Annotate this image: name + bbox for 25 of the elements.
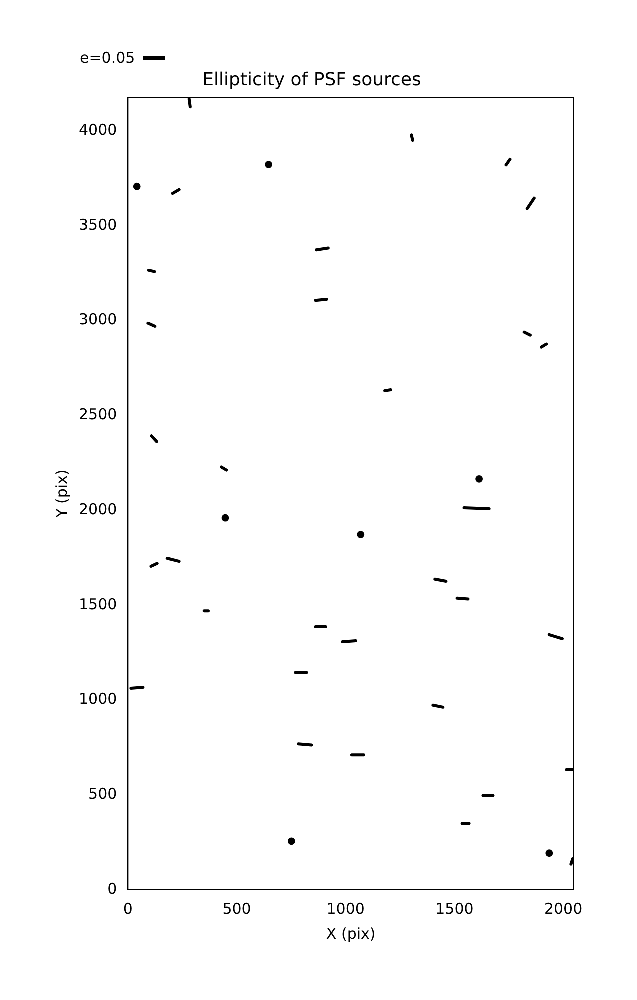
y-tick-label: 3500	[78, 216, 118, 234]
text: e=0.05	[80, 49, 136, 67]
y-tick-label: 500	[88, 785, 118, 804]
x-tick-label: 500	[222, 900, 252, 918]
y-axis-title: Y (pix)	[52, 470, 71, 519]
point	[265, 161, 272, 168]
y-tick-label: 1000	[78, 690, 118, 708]
x-tick-label: 0	[123, 900, 133, 918]
y-tick-label: 0	[108, 880, 118, 898]
point	[357, 531, 365, 538]
x-tick-label: 1500	[436, 900, 474, 918]
x-tick-label: 2000	[544, 900, 583, 918]
point	[133, 182, 141, 190]
y-tick-label: 2500	[78, 406, 118, 424]
y-tick-label: 3000	[78, 310, 118, 329]
point	[546, 850, 554, 858]
y-tick-label: 2000	[78, 500, 118, 518]
x-tick-label: 1000	[326, 900, 365, 918]
point	[222, 514, 230, 522]
point	[288, 838, 296, 846]
x-axis-title: X (pix)	[326, 924, 376, 943]
chart-title: Ellipticity of PSF sources	[202, 69, 422, 90]
y-tick-label: 1500	[78, 595, 118, 614]
point	[476, 475, 484, 483]
y-tick-label: 4000	[78, 120, 118, 139]
